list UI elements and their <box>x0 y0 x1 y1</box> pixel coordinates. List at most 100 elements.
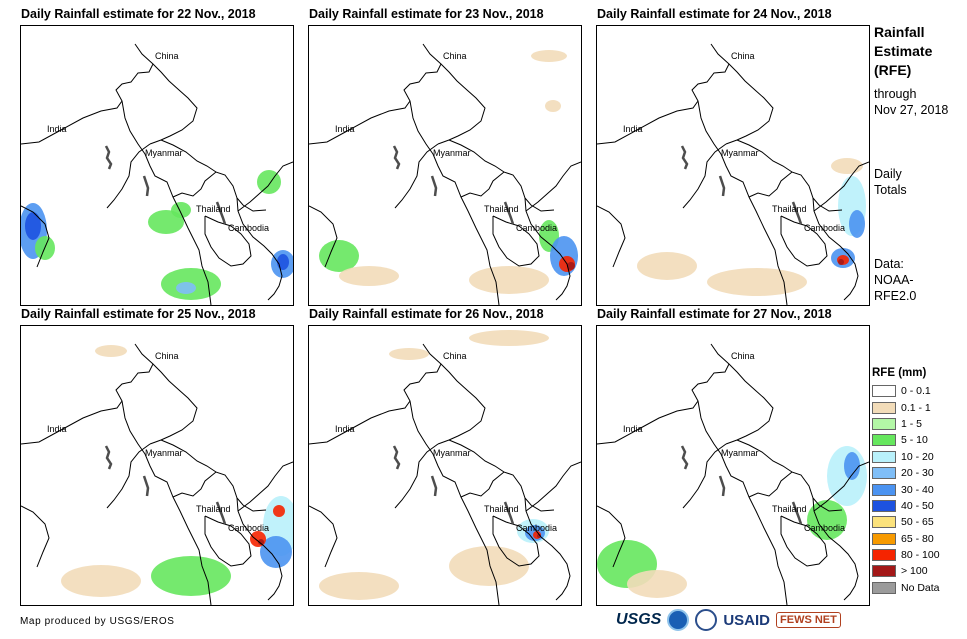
country-label-china: China <box>155 51 179 61</box>
country-label-cambodia: Cambodia <box>516 223 557 233</box>
country-border <box>237 161 293 212</box>
country-label-thailand: Thailand <box>196 504 231 514</box>
country-label-myanmar: Myanmar <box>433 448 471 458</box>
river <box>104 445 113 470</box>
rainfall-map-panel: China India Myanmar Thailand Cambodia <box>308 325 582 606</box>
rainfall-map: China India Myanmar Thailand Cambodia <box>597 343 869 605</box>
rainfall-area <box>260 536 292 568</box>
rainfall-map: China India Myanmar Thailand Cambodia <box>309 330 581 605</box>
country-label-thailand: Thailand <box>772 204 807 214</box>
legend-item: > 100 <box>872 563 964 579</box>
country-border <box>448 439 505 473</box>
country-border <box>697 100 788 305</box>
country-label-india: India <box>47 424 67 434</box>
country-border <box>812 197 859 301</box>
country-border <box>812 497 859 601</box>
legend-swatch <box>872 401 896 414</box>
country-border <box>309 505 338 568</box>
country-label-cambodia: Cambodia <box>228 523 269 533</box>
country-border <box>149 63 198 145</box>
usgs-logo: USGS <box>616 611 662 628</box>
rainfall-area <box>258 539 264 545</box>
legend-label: 65 - 80 <box>901 532 934 545</box>
panel-title: Daily Rainfall estimate for 22 Nov., 201… <box>21 7 256 21</box>
country-border <box>597 205 626 268</box>
country-label-myanmar: Myanmar <box>721 148 759 158</box>
river <box>791 201 803 225</box>
legend-item: 30 - 40 <box>872 481 964 497</box>
rainfall-area <box>531 50 567 62</box>
country-label-cambodia: Cambodia <box>516 523 557 533</box>
date-range-text: through Nov 27, 2018 <box>874 87 949 117</box>
country-border <box>204 215 252 267</box>
legend-label: 30 - 40 <box>901 483 934 496</box>
river <box>680 145 689 170</box>
river <box>430 175 438 197</box>
rainfall-area <box>449 546 529 586</box>
rainfall-area <box>95 345 127 357</box>
agency-logos: USGS USAID FEWS NET <box>616 606 841 634</box>
country-border <box>204 515 252 567</box>
legend-swatch <box>872 565 896 578</box>
country-label-thailand: Thailand <box>196 204 231 214</box>
legend-label: 10 - 20 <box>901 450 934 463</box>
country-border <box>682 143 727 209</box>
rainfall-area <box>545 100 561 112</box>
rainfall-map-panel: China India Myanmar Thailand Cambodia <box>596 325 870 606</box>
country-border <box>309 343 442 445</box>
rainfall-area <box>273 505 285 517</box>
country-border <box>437 63 486 145</box>
legend-swatch <box>872 434 896 447</box>
country-border <box>525 161 581 212</box>
country-border <box>736 439 793 473</box>
rainfall-area <box>319 240 359 272</box>
legend-label: > 100 <box>901 565 928 578</box>
country-label-china: China <box>731 51 755 61</box>
river <box>392 145 401 170</box>
rainfall-map-panel: China India Myanmar Thailand Cambodia <box>20 25 294 306</box>
legend-item: 5 - 10 <box>872 432 964 448</box>
country-border <box>597 43 730 145</box>
legend-label: 40 - 50 <box>901 499 934 512</box>
country-border <box>21 505 50 568</box>
country-label-india: India <box>623 124 643 134</box>
country-border <box>160 139 217 173</box>
legend-label: 5 - 10 <box>901 434 928 447</box>
river <box>430 475 438 497</box>
river <box>503 201 515 225</box>
legend-item: 20 - 30 <box>872 465 964 481</box>
country-border <box>525 461 581 512</box>
country-border <box>409 100 500 305</box>
country-label-india: India <box>47 124 67 134</box>
country-border <box>524 197 571 301</box>
map-credit: Map produced by USGS/EROS <box>20 616 175 627</box>
country-border <box>736 139 793 173</box>
country-border <box>309 43 442 145</box>
country-border <box>394 443 439 509</box>
country-border <box>437 363 486 445</box>
country-border <box>236 497 283 601</box>
noaa-logo-icon <box>667 609 690 631</box>
legend-swatch <box>872 549 896 562</box>
legend-swatch <box>872 483 896 496</box>
legend-item: 0 - 0.1 <box>872 383 964 399</box>
country-label-china: China <box>731 351 755 361</box>
legend-swatch <box>872 450 896 463</box>
country-border <box>697 400 788 605</box>
panel-title: Daily Rainfall estimate for 23 Nov., 201… <box>309 7 544 21</box>
panel-title: Daily Rainfall estimate for 27 Nov., 201… <box>597 307 832 321</box>
legend-swatch <box>872 385 896 398</box>
country-label-myanmar: Myanmar <box>145 448 183 458</box>
country-border <box>813 461 869 512</box>
rainfall-area <box>319 572 399 600</box>
river <box>791 501 803 525</box>
legend-item: 10 - 20 <box>872 449 964 465</box>
usaid-logo: USAID <box>723 611 771 629</box>
river <box>215 501 227 525</box>
country-border <box>121 100 212 305</box>
rfe-legend: RFE (mm) 0 - 0.1 0.1 - 1 1 - 5 5 - 10 10 - 2… <box>872 367 964 596</box>
country-border <box>106 143 151 209</box>
country-border <box>725 363 774 445</box>
country-border <box>682 443 727 509</box>
country-border <box>21 205 50 268</box>
